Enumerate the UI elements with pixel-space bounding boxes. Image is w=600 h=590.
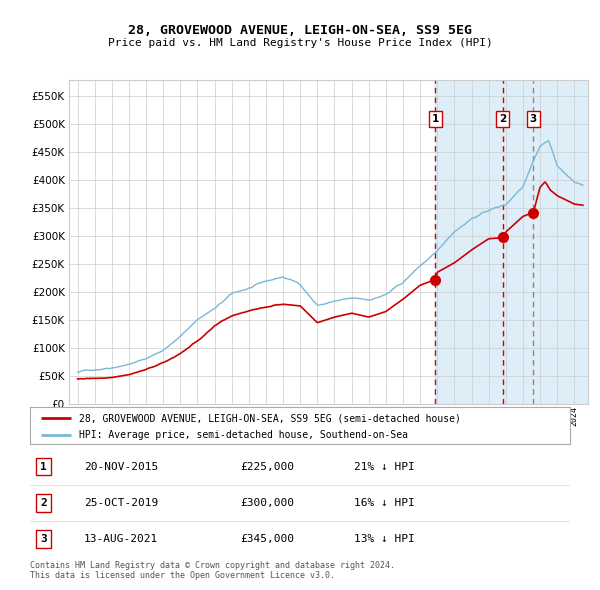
Text: HPI: Average price, semi-detached house, Southend-on-Sea: HPI: Average price, semi-detached house,… bbox=[79, 430, 407, 440]
Text: 3: 3 bbox=[530, 114, 537, 123]
Text: 1: 1 bbox=[431, 114, 439, 123]
Text: £300,000: £300,000 bbox=[241, 498, 295, 508]
Text: 21% ↓ HPI: 21% ↓ HPI bbox=[354, 461, 415, 471]
Bar bbox=[435, 80, 588, 404]
Text: 3: 3 bbox=[40, 535, 47, 545]
Text: 13-AUG-2021: 13-AUG-2021 bbox=[84, 535, 158, 545]
Text: 1: 1 bbox=[40, 461, 47, 471]
Text: 25-OCT-2019: 25-OCT-2019 bbox=[84, 498, 158, 508]
Text: 16% ↓ HPI: 16% ↓ HPI bbox=[354, 498, 415, 508]
Text: 2: 2 bbox=[40, 498, 47, 508]
Text: 2: 2 bbox=[499, 114, 506, 123]
Text: 28, GROVEWOOD AVENUE, LEIGH-ON-SEA, SS9 5EG (semi-detached house): 28, GROVEWOOD AVENUE, LEIGH-ON-SEA, SS9 … bbox=[79, 413, 460, 423]
Text: £225,000: £225,000 bbox=[241, 461, 295, 471]
Text: 28, GROVEWOOD AVENUE, LEIGH-ON-SEA, SS9 5EG: 28, GROVEWOOD AVENUE, LEIGH-ON-SEA, SS9 … bbox=[128, 24, 472, 37]
Text: Contains HM Land Registry data © Crown copyright and database right 2024.
This d: Contains HM Land Registry data © Crown c… bbox=[30, 560, 395, 580]
Text: 20-NOV-2015: 20-NOV-2015 bbox=[84, 461, 158, 471]
Text: Price paid vs. HM Land Registry's House Price Index (HPI): Price paid vs. HM Land Registry's House … bbox=[107, 38, 493, 48]
Text: 13% ↓ HPI: 13% ↓ HPI bbox=[354, 535, 415, 545]
Text: £345,000: £345,000 bbox=[241, 535, 295, 545]
